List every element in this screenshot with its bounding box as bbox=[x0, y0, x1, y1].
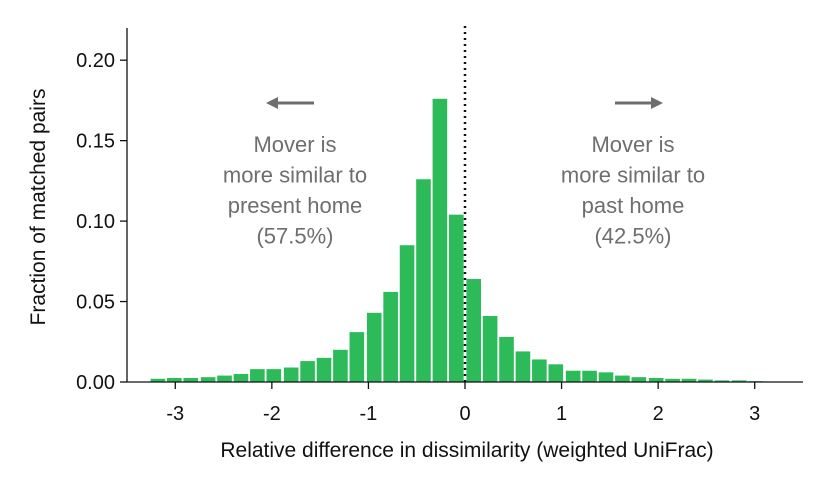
histogram-bar bbox=[300, 361, 315, 382]
histogram-bar bbox=[449, 214, 464, 382]
annotation-line: (57.5%) bbox=[256, 224, 333, 249]
x-tick-label: -2 bbox=[263, 403, 281, 425]
histogram-bar bbox=[731, 380, 747, 382]
x-tick-label: 3 bbox=[749, 403, 760, 425]
histogram-bar bbox=[714, 380, 730, 382]
histogram-bar bbox=[266, 369, 282, 382]
histogram-bar bbox=[466, 279, 481, 382]
y-tick-label: 0.05 bbox=[76, 292, 115, 314]
annotation-line: Mover is bbox=[591, 132, 674, 157]
histogram-bar bbox=[432, 98, 448, 383]
annotation-line: more similar to bbox=[561, 163, 705, 188]
annotation-line: more similar to bbox=[223, 163, 367, 188]
histogram-bar bbox=[416, 179, 431, 382]
histogram-bar bbox=[482, 316, 498, 382]
annotation-line: present home bbox=[228, 193, 363, 218]
histogram-bar bbox=[366, 312, 382, 382]
x-tick-label: 1 bbox=[556, 403, 567, 425]
annotation-line: Mover is bbox=[253, 132, 336, 157]
histogram-bar bbox=[582, 370, 597, 382]
histogram-bar bbox=[631, 377, 647, 382]
x-tick-label: -1 bbox=[360, 403, 378, 425]
histogram-bar bbox=[233, 373, 249, 382]
histogram-bar bbox=[499, 336, 514, 382]
histogram-bar bbox=[200, 377, 216, 382]
annotation-line: past home bbox=[582, 193, 685, 218]
axes-group: 0.00 0.05 0.10 0.15 0.20 -3 -2 -1 0 1 2 3 bbox=[76, 28, 803, 425]
bars-group bbox=[150, 98, 780, 383]
histogram-bar bbox=[217, 375, 232, 382]
histogram-bar bbox=[183, 377, 199, 382]
annotation-present-home: Mover is more similar to present home (57.5… bbox=[223, 97, 367, 249]
y-tick-label: 0.15 bbox=[76, 131, 115, 153]
annotations-group: Mover is more similar to present home (57.5… bbox=[223, 97, 705, 249]
y-axis-label: Fraction of matched pairs bbox=[27, 89, 50, 326]
histogram-bar bbox=[515, 351, 531, 382]
histogram-bar bbox=[665, 378, 680, 382]
histogram-bar bbox=[565, 370, 581, 382]
histogram-bar bbox=[250, 369, 265, 382]
histogram-bar bbox=[399, 245, 415, 382]
x-tick-label: -3 bbox=[166, 403, 184, 425]
histogram-bar bbox=[333, 349, 348, 382]
histogram-bar bbox=[698, 379, 713, 382]
y-tick-label: 0.10 bbox=[76, 211, 115, 233]
histogram-bar bbox=[349, 332, 365, 382]
histogram-bar bbox=[615, 375, 630, 382]
histogram-bar bbox=[681, 378, 697, 382]
annotation-past-home: Mover is more similar to past home (42.5%) bbox=[561, 97, 705, 249]
histogram-bar bbox=[167, 377, 182, 382]
x-tick-label: 0 bbox=[459, 403, 470, 425]
histogram-bar bbox=[548, 364, 564, 382]
histogram-bar bbox=[316, 357, 332, 382]
x-axis-label: Relative difference in dissimilarity (we… bbox=[220, 439, 713, 462]
y-tick-label: 0.00 bbox=[76, 372, 115, 394]
annotation-line: (42.5%) bbox=[594, 224, 671, 249]
arrow-right-icon bbox=[651, 97, 663, 109]
histogram-bar bbox=[532, 359, 547, 382]
y-tick-label: 0.20 bbox=[76, 50, 115, 72]
x-tick-label: 2 bbox=[653, 403, 664, 425]
histogram-bar bbox=[598, 372, 614, 382]
histogram-bar bbox=[283, 367, 299, 382]
histogram-bar bbox=[150, 378, 166, 382]
histogram-bar bbox=[383, 291, 398, 382]
histogram-bar bbox=[648, 377, 664, 382]
arrow-left-icon bbox=[266, 97, 278, 109]
